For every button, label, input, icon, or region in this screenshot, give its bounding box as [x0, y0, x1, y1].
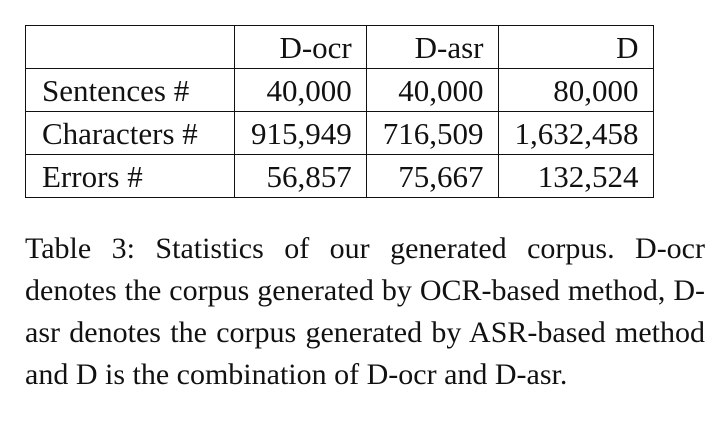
table-row: Errors # 56,857 75,667 132,524 — [25, 154, 654, 198]
header-cell-empty — [25, 25, 235, 69]
cell-characters-d-ocr: 915,949 — [234, 111, 367, 155]
row-label-characters: Characters # — [25, 111, 235, 155]
header-cell-d-asr: D-asr — [365, 25, 499, 69]
table-caption: Table 3: Statistics of our generated cor… — [25, 232, 705, 391]
table-row: Characters # 915,949 716,509 1,632,458 — [25, 111, 654, 155]
cell-characters-d: 1,632,458 — [497, 111, 654, 155]
header-cell-d: D — [497, 25, 654, 69]
cell-errors-d-ocr: 56,857 — [234, 154, 367, 198]
header-cell-d-ocr: D-ocr — [234, 25, 367, 69]
cell-characters-d-asr: 716,509 — [365, 111, 499, 155]
table-row: Sentences # 40,000 40,000 80,000 — [25, 68, 654, 112]
table-header-row: D-ocr D-asr D — [25, 25, 654, 69]
statistics-table: D-ocr D-asr D Sentences # 40,000 40,000 … — [25, 25, 654, 198]
row-label-sentences: Sentences # — [25, 68, 235, 112]
cell-errors-d: 132,524 — [497, 154, 654, 198]
cell-sentences-d-asr: 40,000 — [365, 68, 499, 112]
cell-sentences-d: 80,000 — [497, 68, 654, 112]
cell-sentences-d-ocr: 40,000 — [234, 68, 367, 112]
cell-errors-d-asr: 75,667 — [365, 154, 499, 198]
row-label-errors: Errors # — [25, 154, 235, 198]
